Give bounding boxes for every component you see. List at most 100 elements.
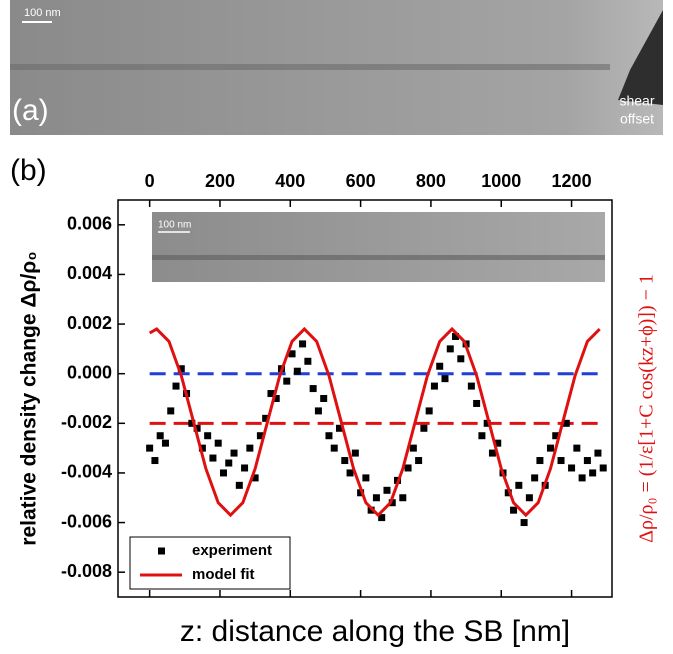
panel-label: (a) bbox=[12, 94, 49, 127]
data-point bbox=[478, 432, 486, 440]
shear-step bbox=[618, 10, 663, 105]
data-point bbox=[578, 474, 586, 482]
data-point bbox=[399, 494, 407, 502]
data-point bbox=[552, 432, 560, 440]
data-point bbox=[330, 444, 338, 452]
data-point bbox=[446, 345, 454, 353]
data-point bbox=[156, 432, 164, 440]
data-point bbox=[336, 424, 344, 432]
data-point bbox=[314, 407, 322, 415]
legend-label: model fit bbox=[192, 566, 255, 583]
data-point bbox=[320, 395, 328, 402]
data-point bbox=[388, 499, 396, 507]
data-point bbox=[452, 332, 460, 340]
x-tick-label: 0 bbox=[145, 171, 155, 191]
data-point bbox=[193, 424, 201, 432]
data-point bbox=[531, 474, 539, 482]
legend-box bbox=[129, 536, 291, 590]
data-point bbox=[267, 390, 275, 398]
data-point bbox=[573, 444, 581, 452]
data-point bbox=[167, 407, 175, 415]
inset-micrograph bbox=[152, 212, 605, 282]
data-point bbox=[161, 439, 169, 447]
data-point bbox=[230, 449, 238, 457]
data-point bbox=[510, 506, 518, 514]
data-point bbox=[346, 469, 354, 477]
data-point bbox=[415, 457, 423, 465]
y-tick-label: -0.006 bbox=[61, 511, 112, 531]
data-point bbox=[457, 355, 465, 363]
data-point bbox=[272, 395, 280, 402]
data-point bbox=[536, 457, 544, 465]
y-tick-label: -0.004 bbox=[61, 462, 112, 482]
data-point bbox=[594, 449, 602, 457]
data-point bbox=[241, 464, 249, 472]
data-point bbox=[299, 340, 307, 348]
annotation: shear bbox=[619, 93, 654, 109]
data-point bbox=[262, 414, 270, 422]
data-point bbox=[409, 444, 417, 452]
x-tick-label: 600 bbox=[346, 171, 376, 191]
y-tick-label: 0.002 bbox=[67, 313, 112, 333]
data-point bbox=[546, 444, 554, 452]
data-point bbox=[504, 489, 512, 497]
data-point bbox=[425, 407, 433, 415]
data-point bbox=[246, 444, 254, 452]
band bbox=[10, 64, 610, 70]
data-point bbox=[520, 519, 528, 527]
y2-axis-title: Δρ/ρ₀ = (1/ε[1+C cos(kz+ϕ)]) − 1 bbox=[636, 274, 658, 543]
inset-scale-label: 100 nm bbox=[158, 220, 191, 231]
data-point bbox=[188, 419, 196, 427]
data-point bbox=[525, 494, 533, 502]
data-point bbox=[172, 382, 180, 390]
data-point bbox=[383, 486, 391, 494]
x-axis-title: z: distance along the SB [nm] bbox=[180, 615, 570, 648]
data-point bbox=[219, 469, 227, 477]
data-point bbox=[235, 481, 243, 489]
data-point bbox=[367, 506, 375, 514]
y-axis-title: relative density change Δρ/ρ₀ bbox=[18, 251, 41, 545]
data-point bbox=[214, 439, 222, 447]
inset-band bbox=[152, 255, 605, 260]
data-point bbox=[341, 457, 349, 465]
data-point bbox=[583, 457, 591, 465]
data-point bbox=[430, 382, 438, 390]
data-point bbox=[483, 419, 491, 427]
panel-label: (b) bbox=[10, 154, 47, 187]
data-point bbox=[293, 367, 301, 375]
annotation: offset bbox=[620, 111, 654, 127]
data-point bbox=[568, 464, 576, 472]
data-point bbox=[351, 449, 359, 457]
data-point bbox=[177, 365, 185, 373]
data-point bbox=[515, 481, 523, 489]
data-point bbox=[473, 399, 481, 407]
y-tick-label: 0.004 bbox=[67, 263, 112, 283]
data-point bbox=[441, 375, 449, 383]
x-tick-label: 400 bbox=[275, 171, 305, 191]
x-tick-label: 200 bbox=[205, 171, 235, 191]
data-point bbox=[198, 444, 206, 452]
data-point bbox=[304, 357, 312, 365]
y-tick-label: 0.000 bbox=[67, 362, 112, 382]
data-point bbox=[562, 419, 570, 427]
fit-line bbox=[148, 326, 601, 518]
data-point bbox=[288, 350, 296, 358]
y-tick-label: -0.008 bbox=[61, 561, 112, 581]
data-point bbox=[372, 494, 380, 502]
data-point bbox=[404, 464, 412, 472]
plot: 100 nm -0.008 -0.006 -0.004 -0.002 0.000 0.002… bbox=[18, 171, 658, 648]
data-point bbox=[362, 474, 370, 482]
data-point bbox=[467, 382, 475, 390]
legend-label: experiment bbox=[192, 542, 272, 559]
x-tick-label: 800 bbox=[416, 171, 446, 191]
data-point bbox=[251, 474, 259, 482]
scale-label: 100 nm bbox=[24, 7, 61, 19]
data-point bbox=[557, 457, 565, 465]
legend-marker bbox=[158, 547, 165, 555]
data-point bbox=[209, 454, 217, 462]
data-point bbox=[436, 362, 444, 370]
data-point bbox=[309, 385, 317, 393]
data-point bbox=[488, 449, 496, 457]
data-point bbox=[151, 457, 159, 465]
